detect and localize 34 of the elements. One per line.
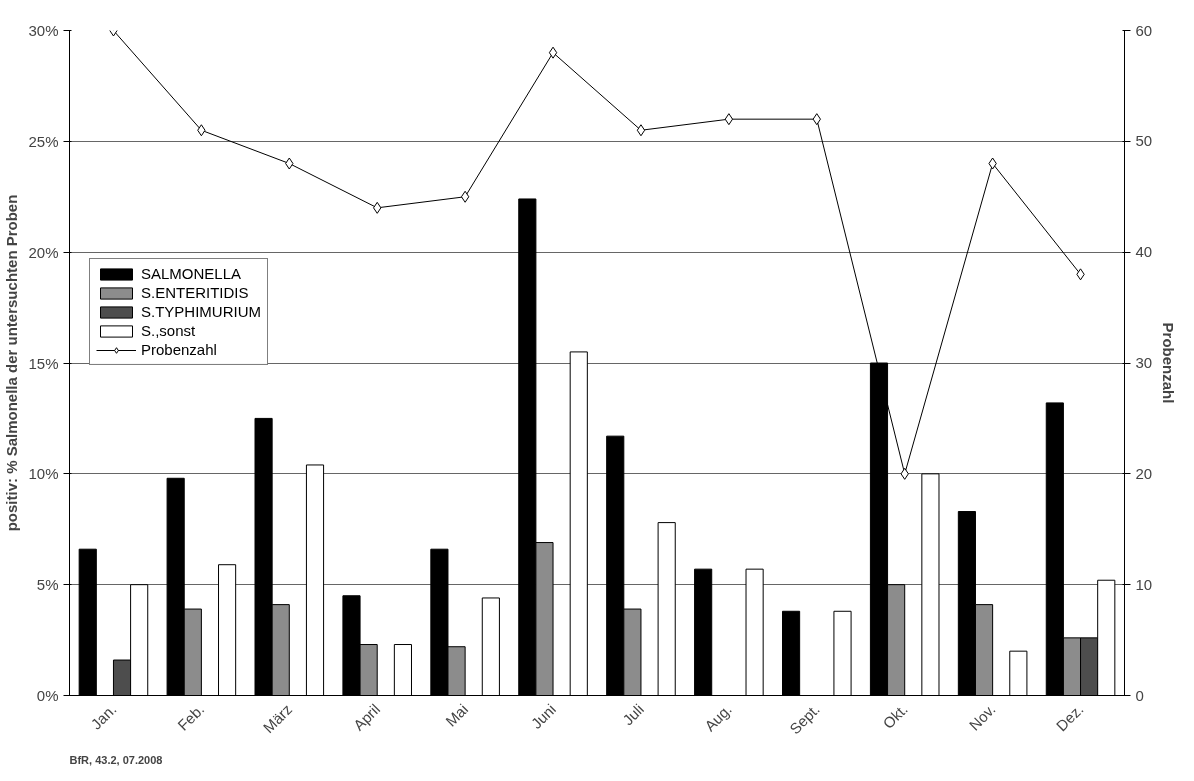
y2-tick-label: 20 — [1135, 464, 1153, 482]
y2-tick-label: 50 — [1135, 132, 1153, 150]
legend-label: S.TYPHIMURIUM — [141, 303, 261, 320]
y2-tick-label: 0 — [1135, 686, 1144, 704]
legend-label: SALMONELLA — [141, 265, 242, 282]
text: BfR, 43.2, 07.2008 — [69, 753, 163, 766]
legend-label: S.ENTERITIDIS — [141, 284, 249, 301]
y-tick-label: 25% — [28, 132, 59, 150]
x-tick-label: Dez. — [1052, 700, 1087, 735]
x-tick-label: Nov. — [965, 700, 999, 734]
y2-axis-title: Probenzahl — [1160, 322, 1178, 404]
y2-tick-label: 60 — [1135, 21, 1153, 39]
legend-label: Probenzahl — [141, 341, 217, 358]
point — [548, 46, 558, 59]
x-tick-label: Feb. — [174, 700, 208, 734]
y2-tick-label: 10 — [1135, 575, 1153, 593]
x-tick-label: Juli — [619, 700, 647, 729]
y-tick-label: 5% — [36, 576, 59, 594]
point — [460, 190, 470, 203]
x-tick-label: Mai — [442, 700, 472, 730]
point — [636, 124, 646, 137]
y-tick-label: 0% — [36, 687, 59, 704]
legend-label: S.,sonst — [141, 322, 196, 339]
y2-tick-label: 40 — [1135, 243, 1153, 261]
y-tick-label: 20% — [28, 243, 59, 261]
x-tick-label: Okt. — [879, 700, 911, 732]
y-axis-title: positiv: % Salmonella der untersuchten Proben — [3, 194, 21, 532]
x-tick-label: Jan. — [87, 700, 120, 733]
y-tick-label: 30% — [28, 22, 59, 39]
y-tick-label: 15% — [28, 354, 59, 372]
x-tick-label: Aug. — [701, 700, 735, 735]
y2-tick-label: 30 — [1135, 354, 1153, 371]
point — [724, 113, 734, 126]
y-tick-label: 10% — [28, 465, 59, 483]
